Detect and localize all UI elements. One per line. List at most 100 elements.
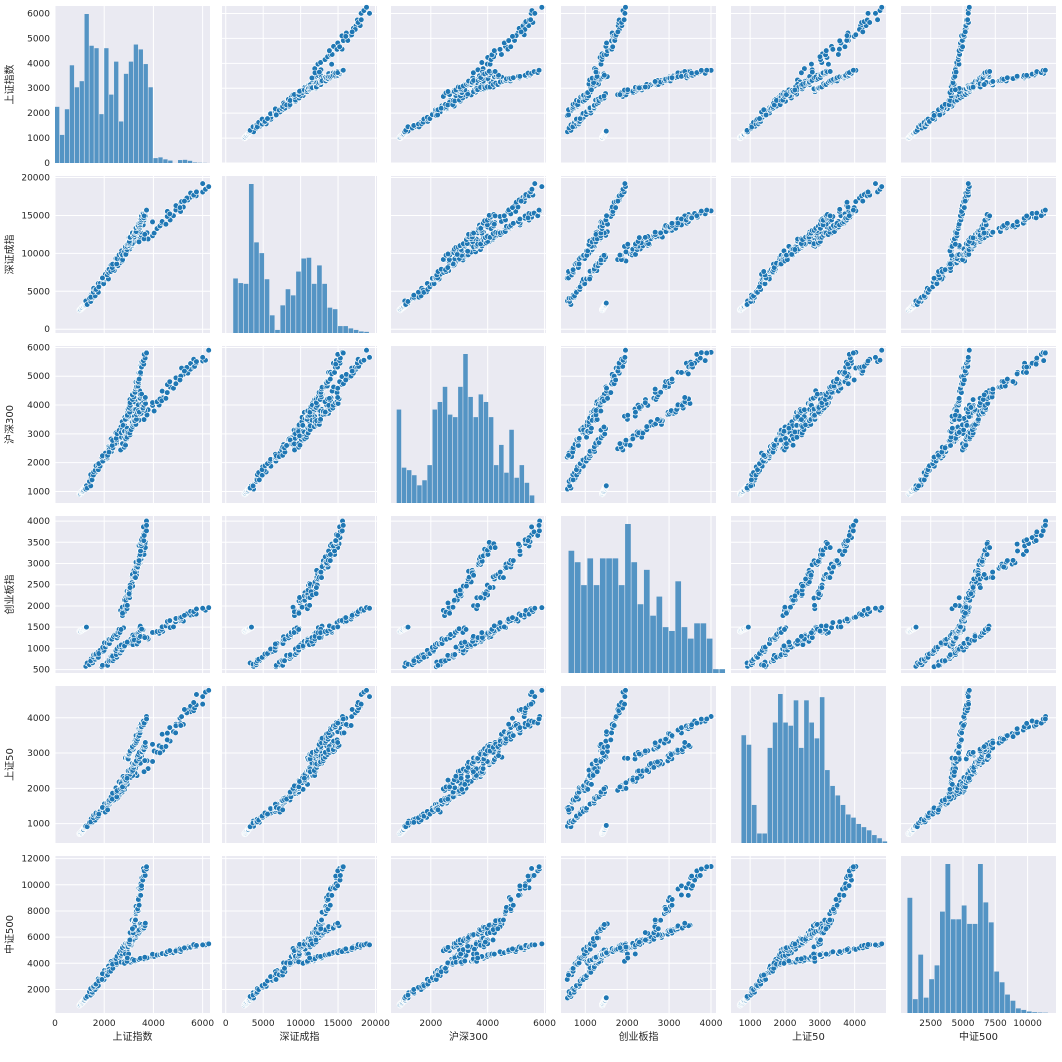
scatter-point: [334, 394, 341, 401]
scatter-point: [827, 68, 834, 75]
scatter-point: [164, 389, 171, 396]
scatter-point: [509, 204, 516, 211]
scatter-point: [342, 376, 349, 384]
scatter-point: [612, 376, 619, 384]
scatter-point: [864, 10, 872, 17]
scatter-point: [836, 37, 843, 44]
scatter-point: [122, 442, 129, 449]
scatter-point: [516, 215, 523, 223]
scatter-point: [969, 84, 977, 91]
scatter-point: [964, 16, 971, 23]
scatter-point: [829, 46, 836, 53]
scatter-point: [703, 67, 710, 74]
scatter-point: [176, 204, 184, 211]
scatter-point: [642, 83, 649, 91]
scatter-point: [149, 218, 156, 226]
scatter-point: [340, 349, 347, 357]
hist-bar: [123, 73, 129, 163]
hist-bar: [306, 257, 312, 333]
hist-bar: [332, 309, 338, 333]
scatter-point: [308, 74, 316, 82]
scatter-point: [657, 389, 664, 396]
scatter-point: [621, 10, 628, 17]
scatter-point: [846, 212, 853, 219]
hist-bar: [488, 417, 494, 503]
scatter-point: [791, 246, 798, 253]
scatter-point: [981, 81, 988, 88]
scatter-point: [698, 349, 705, 356]
hist-bar: [432, 409, 438, 503]
scatter-point: [273, 111, 280, 119]
scatter-point: [965, 180, 972, 187]
scatter-point: [986, 212, 993, 219]
scatter-point: [864, 357, 872, 365]
scatter-point: [604, 395, 611, 402]
panel-r1-c5: [901, 176, 1056, 333]
scatter-point: [603, 385, 610, 392]
scatter-point: [575, 442, 582, 449]
scatter-point: [1023, 212, 1030, 220]
scatter-point: [872, 10, 879, 17]
scatter-point: [859, 28, 866, 35]
scatter-point: [136, 376, 143, 383]
panel-r2-c3: [561, 346, 716, 503]
hist-bar: [178, 160, 183, 163]
scatter-point: [952, 86, 959, 93]
scatter-point: [518, 28, 525, 35]
scatter-point: [827, 212, 834, 219]
scatter-point: [570, 476, 577, 484]
y-axis-label: 深证成指: [3, 235, 16, 275]
scatter-point: [491, 221, 498, 228]
scatter-point: [609, 43, 616, 50]
hist-bar: [109, 94, 114, 163]
scatter-point: [622, 347, 629, 354]
scatter-point: [162, 221, 169, 228]
panel-r1-c0: [54, 176, 212, 333]
scatter-point: [597, 407, 604, 415]
scatter-point: [850, 67, 857, 74]
scatter-point: [287, 97, 294, 104]
y-tick-label: 3000: [27, 84, 50, 94]
hist-bar: [138, 49, 143, 164]
scatter-point: [614, 198, 621, 205]
scatter-point: [688, 69, 695, 77]
scatter-point: [622, 248, 630, 255]
scatter-point: [491, 47, 498, 54]
hist-bar: [529, 495, 535, 503]
scatter-point: [852, 31, 859, 38]
scatter-point: [531, 180, 538, 187]
hist-bar: [478, 394, 484, 503]
hist-bar: [343, 326, 348, 333]
scatter-point: [703, 349, 710, 357]
hist-bar: [128, 61, 134, 163]
scatter-point: [791, 428, 798, 436]
panel-r0-c3: [561, 4, 716, 164]
scatter-point: [538, 4, 545, 11]
y-tick-label: 0: [44, 159, 50, 169]
scatter-point: [531, 10, 538, 17]
hist-bar: [401, 467, 407, 503]
scatter-point: [941, 266, 949, 273]
scatter-point: [199, 354, 206, 361]
y-tick-label: 0: [44, 325, 50, 335]
panel-r1-c4: [731, 176, 886, 333]
scatter-point: [621, 16, 628, 23]
hist-bar: [447, 414, 453, 503]
scatter-point: [592, 68, 600, 76]
panel-r2-c1: [222, 346, 377, 503]
hist-bar: [311, 283, 317, 333]
scatter-point: [454, 251, 461, 258]
hist-bar: [322, 283, 327, 333]
scatter-point: [874, 16, 881, 23]
scatter-point: [986, 68, 993, 75]
scatter-point: [296, 432, 303, 439]
scatter-point: [688, 214, 695, 221]
scatter-point: [478, 59, 485, 66]
scatter-point: [510, 220, 517, 227]
scatter-point: [961, 204, 968, 211]
hist-bar: [290, 295, 296, 333]
hist-bar: [473, 417, 478, 503]
hist-bar: [55, 106, 60, 163]
scatter-point: [626, 442, 634, 449]
